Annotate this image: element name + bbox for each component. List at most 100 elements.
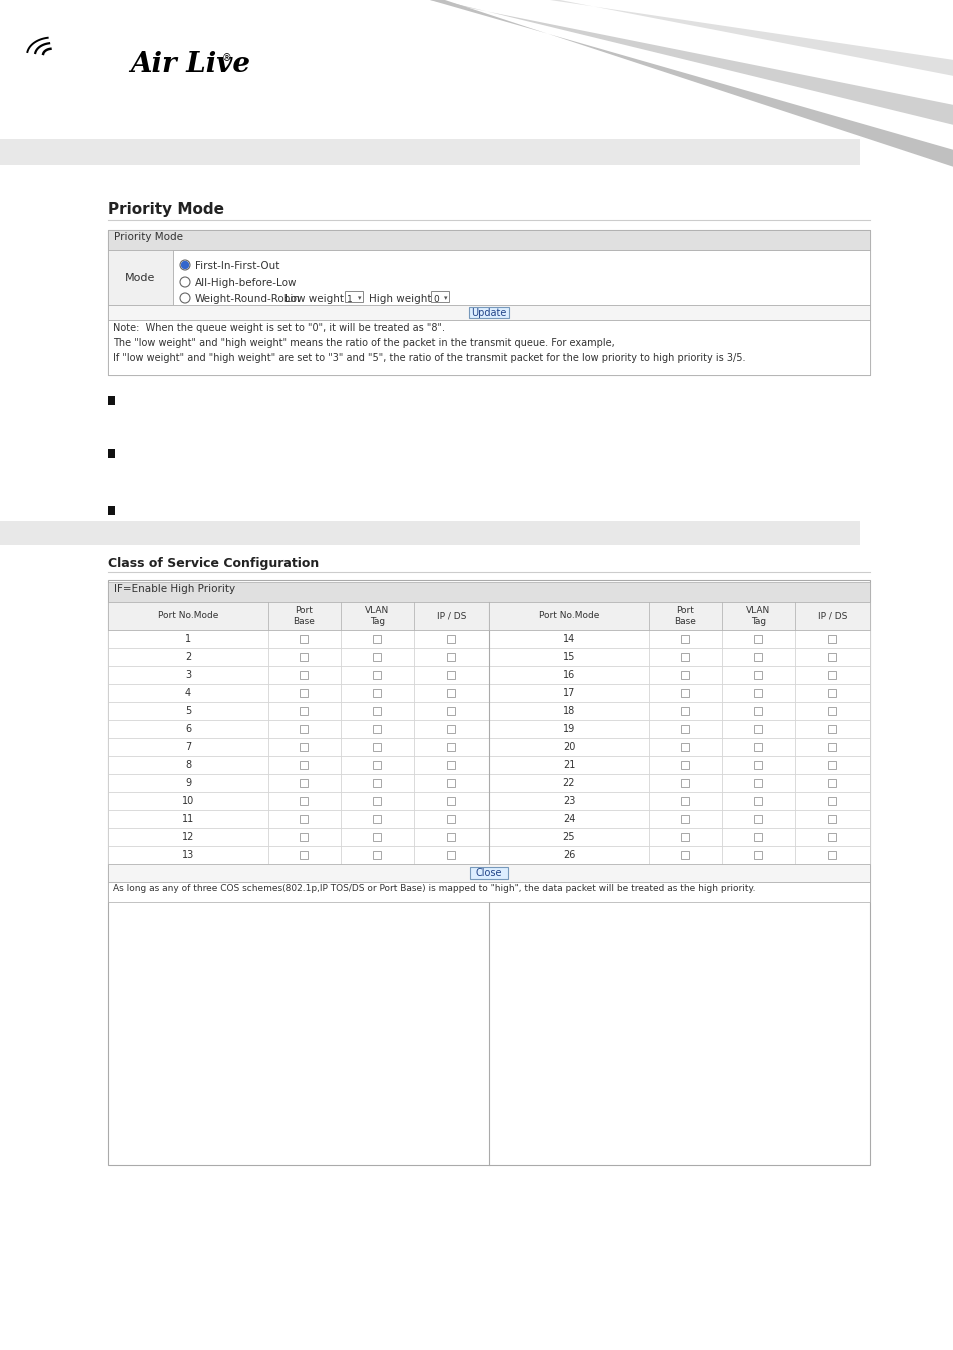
Bar: [300, 634, 308, 643]
Bar: [108, 864, 869, 882]
Bar: [268, 702, 340, 720]
Bar: [108, 756, 268, 774]
Bar: [794, 756, 869, 774]
Bar: [108, 774, 268, 792]
Bar: [268, 630, 340, 648]
Bar: [108, 648, 268, 666]
Text: Port No.Mode: Port No.Mode: [538, 612, 598, 621]
Bar: [268, 774, 340, 792]
Bar: [108, 450, 115, 458]
Bar: [680, 850, 689, 859]
Bar: [108, 666, 268, 684]
Bar: [754, 761, 761, 770]
Bar: [340, 602, 414, 630]
Bar: [108, 738, 268, 756]
Text: 19: 19: [562, 724, 575, 734]
Bar: [108, 250, 172, 305]
Text: 6: 6: [185, 724, 191, 734]
Bar: [108, 230, 869, 250]
Bar: [721, 846, 794, 864]
Bar: [754, 779, 761, 787]
Bar: [108, 602, 869, 630]
Bar: [268, 666, 340, 684]
Text: Update: Update: [471, 308, 506, 319]
Text: Close: Close: [476, 868, 501, 878]
Bar: [340, 756, 414, 774]
Bar: [108, 305, 869, 320]
Bar: [721, 684, 794, 702]
Text: 1: 1: [185, 634, 191, 644]
Bar: [268, 846, 340, 864]
Bar: [827, 815, 836, 824]
Bar: [754, 850, 761, 859]
Bar: [374, 725, 381, 733]
Bar: [827, 707, 836, 716]
Polygon shape: [430, 0, 953, 126]
Bar: [794, 810, 869, 828]
Text: 2: 2: [185, 652, 191, 662]
Text: ▾: ▾: [357, 296, 361, 301]
Bar: [721, 666, 794, 684]
Bar: [794, 828, 869, 846]
Bar: [340, 648, 414, 666]
Bar: [447, 688, 455, 697]
Bar: [447, 707, 455, 716]
Bar: [108, 702, 268, 720]
Text: Low weight: Low weight: [285, 294, 344, 304]
Text: 11: 11: [182, 814, 193, 824]
Bar: [721, 792, 794, 810]
Bar: [648, 774, 721, 792]
Bar: [648, 602, 721, 630]
Text: Port: Port: [295, 606, 314, 616]
Text: 9: 9: [185, 778, 191, 788]
Bar: [680, 707, 689, 716]
Bar: [721, 774, 794, 792]
Bar: [754, 653, 761, 662]
Bar: [108, 580, 869, 1165]
Bar: [374, 761, 381, 770]
Bar: [794, 630, 869, 648]
Text: Mode: Mode: [125, 273, 155, 284]
Text: 4: 4: [185, 688, 191, 698]
Bar: [680, 671, 689, 679]
Bar: [374, 634, 381, 643]
Bar: [794, 602, 869, 630]
Bar: [648, 810, 721, 828]
Bar: [469, 306, 509, 319]
Bar: [268, 828, 340, 846]
Bar: [754, 725, 761, 733]
Text: 24: 24: [562, 814, 575, 824]
Circle shape: [181, 278, 189, 285]
Bar: [414, 846, 489, 864]
Bar: [172, 250, 869, 305]
Bar: [300, 833, 308, 841]
Bar: [340, 792, 414, 810]
Bar: [300, 779, 308, 787]
Text: IP / DS: IP / DS: [817, 612, 846, 621]
Bar: [754, 796, 761, 805]
Text: 16: 16: [562, 670, 575, 680]
Bar: [680, 833, 689, 841]
Bar: [794, 702, 869, 720]
Bar: [374, 653, 381, 662]
Text: Base: Base: [674, 617, 696, 626]
Bar: [108, 684, 268, 702]
Bar: [680, 688, 689, 697]
Text: Priority Mode: Priority Mode: [113, 232, 183, 242]
Bar: [648, 702, 721, 720]
Bar: [108, 396, 115, 405]
Bar: [340, 630, 414, 648]
Bar: [414, 648, 489, 666]
Text: IP / DS: IP / DS: [436, 612, 466, 621]
Bar: [447, 653, 455, 662]
Text: ▾: ▾: [443, 296, 447, 301]
Text: 20: 20: [562, 743, 575, 752]
Bar: [414, 684, 489, 702]
Bar: [447, 743, 455, 751]
Text: Air Live: Air Live: [130, 51, 250, 78]
Bar: [374, 779, 381, 787]
Text: As long as any of three COS schemes(802.1p,IP TOS/DS or Port Base) is mapped to : As long as any of three COS schemes(802.…: [112, 884, 755, 892]
Bar: [340, 810, 414, 828]
Bar: [489, 756, 648, 774]
Bar: [721, 738, 794, 756]
